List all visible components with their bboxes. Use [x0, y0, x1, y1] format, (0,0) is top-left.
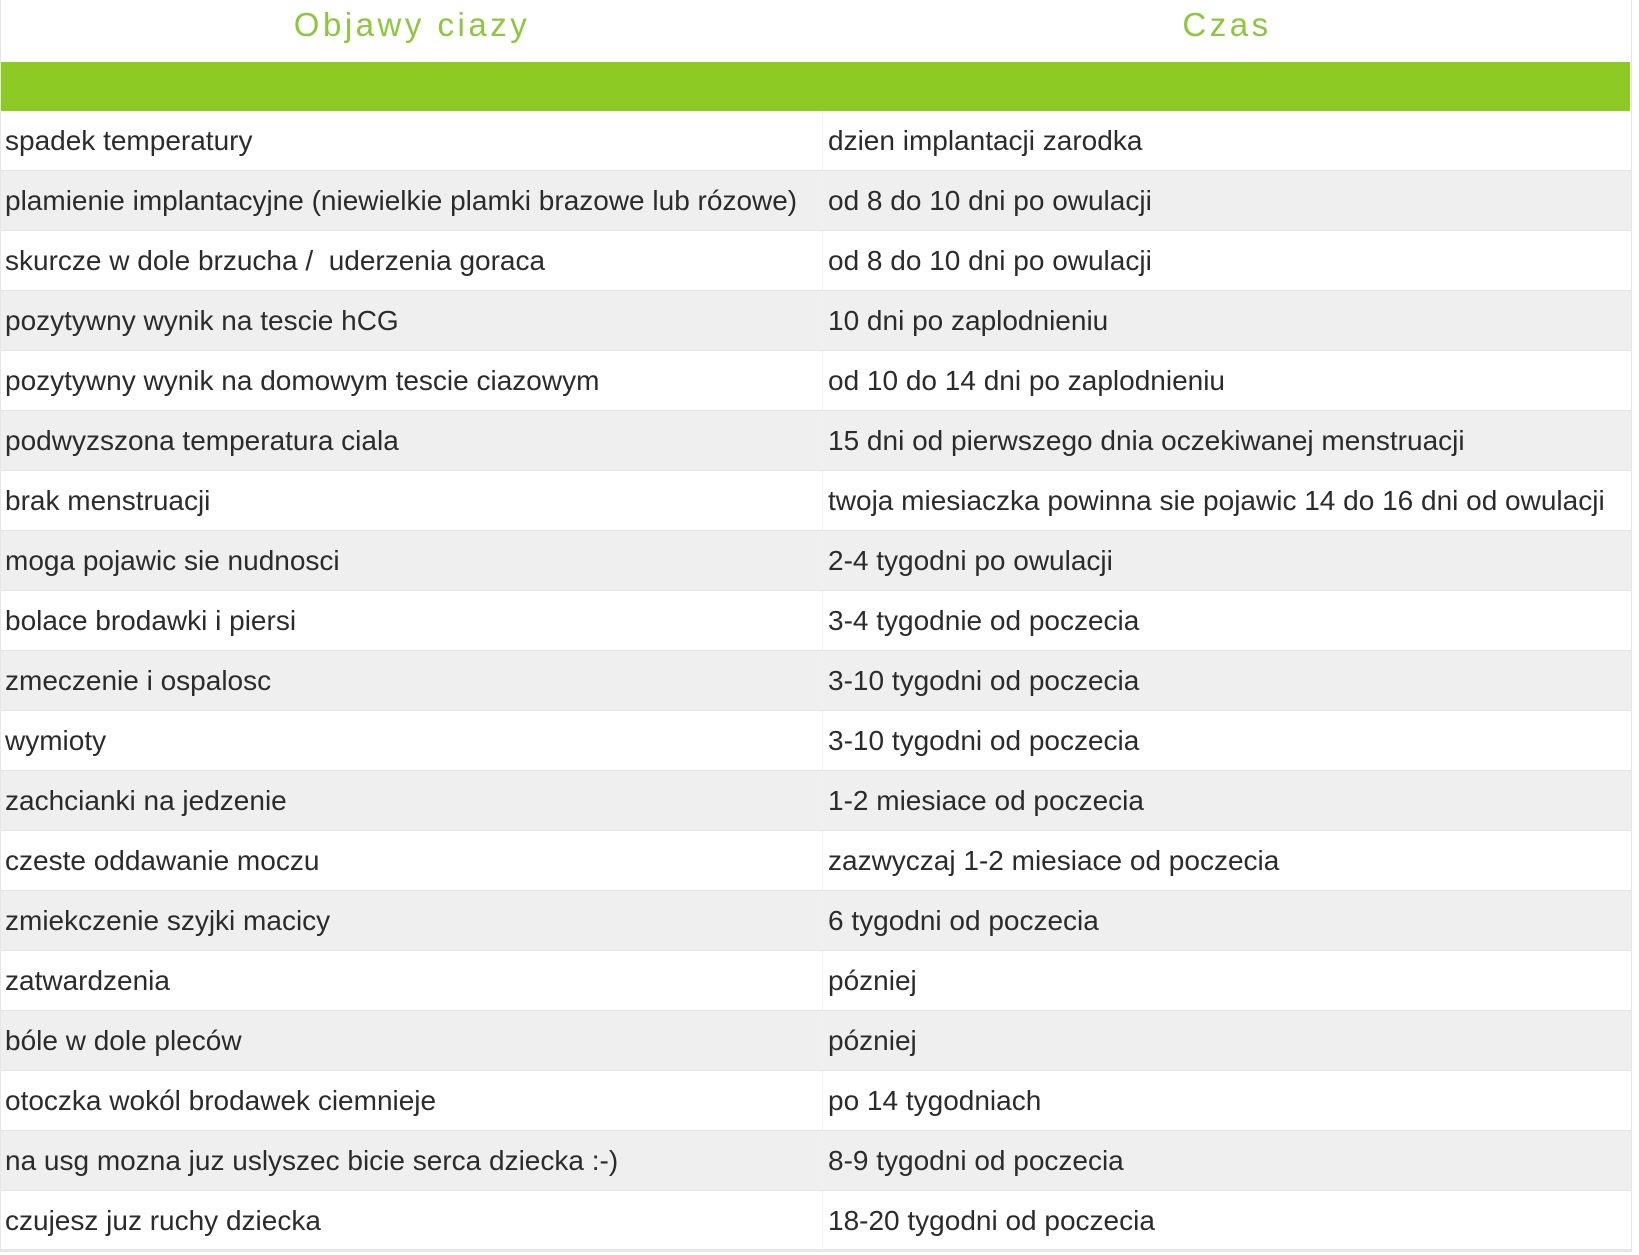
- symptom-cell: bolace brodawki i piersi: [1, 591, 823, 650]
- table-header-row: Objawy ciazy Czas: [1, 0, 1631, 62]
- table-row: podwyzszona temperatura ciala 15 dni od p…: [1, 411, 1631, 471]
- table-row: bolace brodawki i piersi 3-4 tygodnie od …: [1, 591, 1631, 651]
- table-row: zmiekczenie szyjki macicy 6 tygodni od po…: [1, 891, 1631, 951]
- time-cell: twoja miesiaczka powinna sie pojawic 14 …: [828, 485, 1605, 516]
- table-row: czujesz juz ruchy dziecka 18-20 tygodni o…: [1, 1191, 1631, 1251]
- time-cell: od 10 do 14 dni po zaplodnieniu: [828, 365, 1226, 396]
- header-accent-bar: [1, 62, 1630, 111]
- header-symptoms: Objawy ciazy: [293, 6, 531, 43]
- time-cell: zazwyczaj 1-2 miesiace od poczecia: [828, 845, 1280, 876]
- table-row: na usg mozna juz uslyszec bicie serca dz…: [1, 1131, 1631, 1191]
- table-row: plamienie implantacyjne (niewielkie plam…: [1, 171, 1631, 231]
- table-row: bóle w dole pleców pózniej: [1, 1011, 1631, 1071]
- time-cell: pózniej: [828, 1025, 917, 1056]
- table-row: wymioty 3-10 tygodni od poczecia: [1, 711, 1631, 771]
- table-row: czeste oddawanie moczu zazwyczaj 1-2 mies…: [1, 831, 1631, 891]
- symptom-cell: zachcianki na jedzenie: [1, 771, 823, 830]
- time-cell: 18-20 tygodni od poczecia: [828, 1205, 1155, 1236]
- table-body: spadek temperatury dzien implantacji zaro…: [1, 111, 1631, 1251]
- table-row: brak menstruacji twoja miesiaczka powinna…: [1, 471, 1631, 531]
- symptom-cell: czeste oddawanie moczu: [1, 831, 823, 890]
- table-row: zachcianki na jedzenie 1-2 miesiace od po…: [1, 771, 1631, 831]
- symptom-cell: skurcze w dole brzucha / uderzenia gorac…: [1, 231, 823, 290]
- time-cell: 2-4 tygodni po owulacji: [828, 545, 1113, 576]
- table-row: otoczka wokól brodawek ciemnieje po 14 ty…: [1, 1071, 1631, 1131]
- time-cell: 3-10 tygodni od poczecia: [828, 665, 1140, 696]
- symptom-cell: moga pojawic sie nudnosci: [1, 531, 823, 590]
- symptom-cell: pozytywny wynik na domowym tescie ciazow…: [1, 351, 823, 410]
- time-cell: 3-4 tygodnie od poczecia: [828, 605, 1140, 636]
- time-cell: 15 dni od pierwszego dnia oczekiwanej me…: [828, 425, 1465, 456]
- symptom-cell: pozytywny wynik na tescie hCG: [1, 291, 823, 350]
- symptom-cell: brak menstruacji: [1, 471, 823, 530]
- time-cell: 10 dni po zaplodnieniu: [828, 305, 1109, 336]
- symptom-cell: zmeczenie i ospalosc: [1, 651, 823, 710]
- symptom-cell: zatwardzenia: [1, 951, 823, 1010]
- time-cell: po 14 tygodniach: [828, 1085, 1042, 1116]
- table-row: moga pojawic sie nudnosci 2-4 tygodni po …: [1, 531, 1631, 591]
- time-cell: 3-10 tygodni od poczecia: [828, 725, 1140, 756]
- table-row: spadek temperatury dzien implantacji zaro…: [1, 111, 1631, 171]
- header-time: Czas: [1182, 6, 1272, 43]
- symptom-cell: czujesz juz ruchy dziecka: [1, 1191, 823, 1251]
- table-row: pozytywny wynik na tescie hCG 10 dni po z…: [1, 291, 1631, 351]
- time-cell: 6 tygodni od poczecia: [828, 905, 1099, 936]
- time-cell: 1-2 miesiace od poczecia: [828, 785, 1144, 816]
- symptom-cell: na usg mozna juz uslyszec bicie serca dz…: [1, 1131, 823, 1190]
- symptom-cell: otoczka wokól brodawek ciemnieje: [1, 1071, 823, 1130]
- time-cell: dzien implantacji zarodka: [828, 125, 1143, 156]
- symptom-cell: spadek temperatury: [1, 111, 823, 170]
- symptom-cell: plamienie implantacyjne (niewielkie plam…: [1, 171, 823, 230]
- symptom-cell: wymioty: [1, 711, 823, 770]
- table-row: skurcze w dole brzucha / uderzenia gorac…: [1, 231, 1631, 291]
- table-row: pozytywny wynik na domowym tescie ciazow…: [1, 351, 1631, 411]
- time-cell: pózniej: [828, 965, 917, 996]
- time-cell: 8-9 tygodni od poczecia: [828, 1145, 1124, 1176]
- symptom-cell: podwyzszona temperatura ciala: [1, 411, 823, 470]
- table-row: zmeczenie i ospalosc 3-10 tygodni od pocz…: [1, 651, 1631, 711]
- symptom-cell: zmiekczenie szyjki macicy: [1, 891, 823, 950]
- time-cell: od 8 do 10 dni po owulacji: [828, 245, 1152, 276]
- symptom-cell: bóle w dole pleców: [1, 1011, 823, 1070]
- time-cell: od 8 do 10 dni po owulacji: [828, 185, 1152, 216]
- table-row: zatwardzenia pózniej: [1, 951, 1631, 1011]
